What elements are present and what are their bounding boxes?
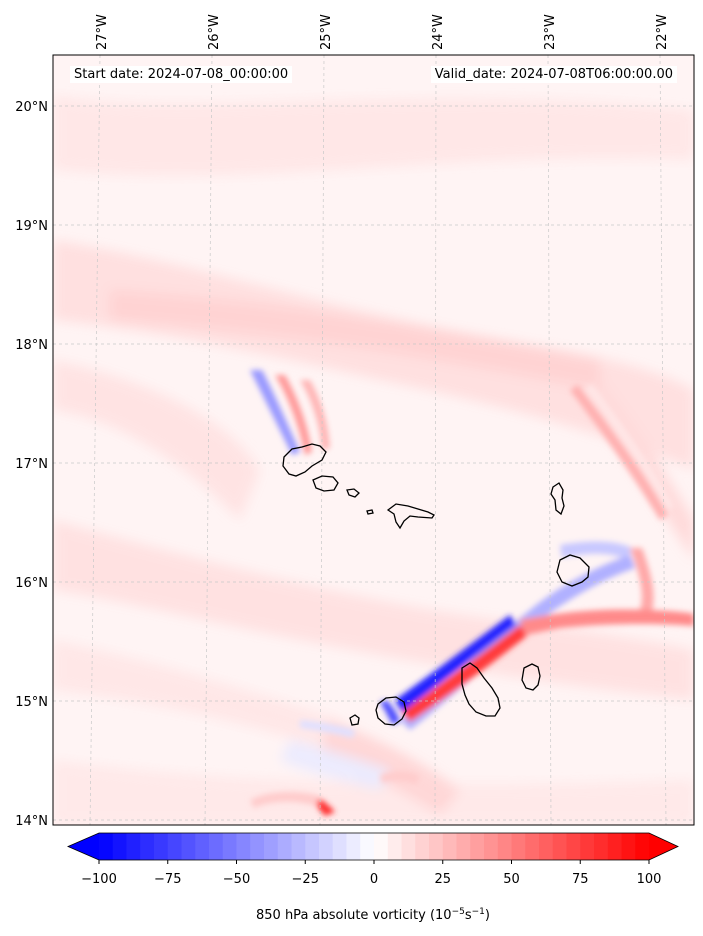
colorbar-tick-label: −25	[292, 872, 319, 887]
colorbar-segment	[167, 833, 182, 860]
island-sal	[550, 482, 565, 516]
colorbar-segment	[594, 833, 609, 860]
colorbar-segment	[566, 833, 581, 860]
colorbar-tick-label: 75	[572, 872, 589, 887]
lat-tick-label: 18°N	[15, 338, 48, 353]
coastlines	[282, 443, 590, 726]
colorbar-segment	[222, 833, 237, 860]
island-boa-vista	[556, 554, 590, 587]
colorbar-segment	[497, 833, 512, 860]
colorbar-extend-high	[649, 833, 678, 860]
colorbar-segment	[305, 833, 320, 860]
colorbar-segment	[112, 833, 127, 860]
colorbar-segment	[332, 833, 347, 860]
lat-tick-label: 20°N	[15, 100, 48, 115]
colorbar-segment	[415, 833, 430, 860]
graticule	[53, 54, 694, 826]
colorbar-tick-label: −50	[223, 872, 250, 887]
colorbar-segment	[360, 833, 375, 860]
colorbar-segment	[429, 833, 444, 860]
island-raso	[366, 509, 374, 515]
colorbar-segment	[387, 833, 402, 860]
colorbar-segment	[195, 833, 210, 860]
lon-tick-label: 23°W	[543, 14, 558, 50]
island-brava	[349, 714, 360, 726]
start-date-label: Start date: 2024-07-08_00:00:00	[70, 66, 293, 83]
island-santa-luzia	[346, 488, 360, 498]
colorbar-segment	[635, 833, 650, 860]
lon-tick-labels: 27°W 26°W 25°W 24°W 23°W 22°W	[95, 14, 670, 50]
colorbar-segment	[209, 833, 224, 860]
colorbar-segment	[374, 833, 389, 860]
colorbar-segment	[126, 833, 141, 860]
colorbar-segment	[291, 833, 306, 860]
colorbar-segment	[511, 833, 526, 860]
lon-tick-label: 22°W	[655, 14, 670, 50]
lat-tick-label: 19°N	[15, 219, 48, 234]
colorbar-segment	[250, 833, 265, 860]
colorbar-segment	[484, 833, 499, 860]
colorbar-label: 850 hPa absolute vorticity (10−5s−1)	[256, 907, 490, 923]
valid-date-label: Valid_date: 2024-07-08T06:00:00.00	[430, 66, 677, 83]
colorbar-tick-labels: −100 −75 −50 −25 0 25 50 75 100	[81, 872, 661, 887]
lat-tick-labels: 20°N 19°N 18°N 17°N 16°N 15°N 14°N	[15, 100, 48, 829]
colorbar-tick-label: 25	[434, 872, 451, 887]
lon-tick-label: 25°W	[319, 14, 334, 50]
lon-tick-label: 26°W	[207, 14, 222, 50]
lon-tick-label: 24°W	[431, 14, 446, 50]
lat-tick-label: 15°N	[15, 695, 48, 710]
colorbar-segment	[470, 833, 485, 860]
colorbar-segment	[236, 833, 251, 860]
colorbar-tick-label: 50	[503, 872, 520, 887]
island-sao-nicolau	[386, 503, 435, 530]
island-santiago	[461, 662, 501, 717]
colorbar-tick-label: −100	[81, 872, 117, 887]
colorbar-segment	[580, 833, 595, 860]
colorbar-segment	[539, 833, 554, 860]
map-frame	[52, 54, 695, 826]
colorbar-segment	[401, 833, 416, 860]
colorbar-tick-label: 0	[370, 872, 378, 887]
colorbar-segment	[277, 833, 292, 860]
colorbar-segment	[319, 833, 334, 860]
colorbar-segment	[442, 833, 457, 860]
island-sao-vicente	[312, 475, 339, 492]
island-maio	[521, 663, 541, 691]
island-santo-antao	[282, 443, 327, 477]
island-fogo	[375, 696, 407, 726]
colorbar-segment	[607, 833, 622, 860]
colorbar-tick-label: 100	[637, 872, 662, 887]
vorticity-field	[53, 55, 694, 825]
lat-tick-label: 17°N	[15, 457, 48, 472]
colorbar-segment	[140, 833, 155, 860]
colorbar-extend-low	[68, 833, 99, 860]
lat-tick-label: 14°N	[15, 814, 48, 829]
colorbar	[66, 832, 679, 864]
colorbar-segment	[525, 833, 540, 860]
colorbar-segment	[456, 833, 471, 860]
colorbar-segment	[621, 833, 636, 860]
colorbar-segment	[346, 833, 361, 860]
colorbar-tick-label: −75	[154, 872, 181, 887]
lat-tick-label: 16°N	[15, 576, 48, 591]
colorbar-segment	[99, 833, 114, 860]
lon-tick-label: 27°W	[95, 14, 110, 50]
colorbar-segment	[552, 833, 567, 860]
colorbar-segment	[264, 833, 279, 860]
colorbar-segment	[181, 833, 196, 860]
colorbar-segment	[154, 833, 169, 860]
